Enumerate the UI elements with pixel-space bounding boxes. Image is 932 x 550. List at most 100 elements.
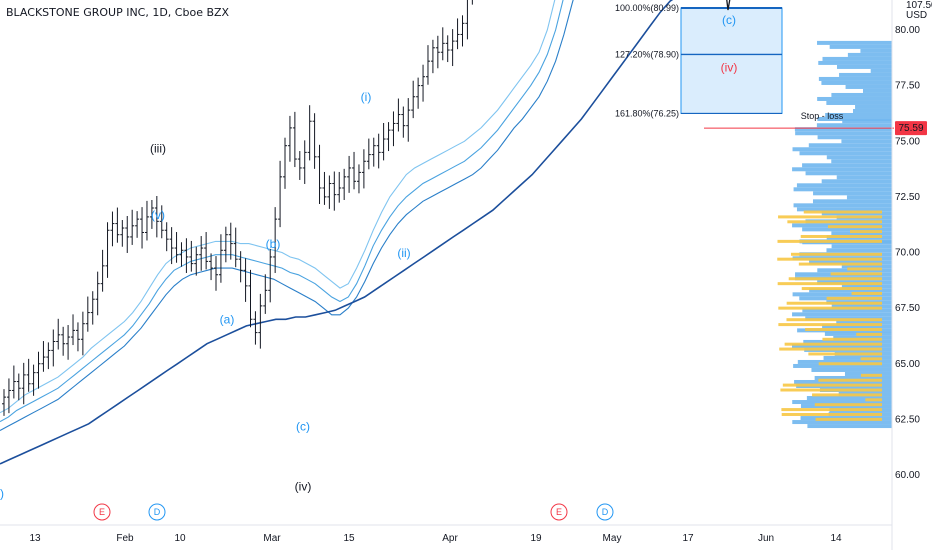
volume-profile-bar [792,292,892,297]
price-tick-label: 67.50 [895,303,920,314]
fib-level-label: 100.00%(80.99) [615,3,679,13]
event-marker-circle [550,503,568,521]
volume-profile-bar [822,337,882,341]
time-tick-label: Mar [263,533,281,544]
stop-loss-label: Stop - loss [801,111,844,121]
time-tick-label: 13 [29,533,41,544]
moving-average-line [0,0,674,465]
volume-profile-bar [788,277,882,281]
volume-profile-bar [821,80,892,85]
volume-profile-bar [847,52,892,57]
volume-profile-bar [802,163,892,168]
volume-profile-bar [792,400,892,405]
wave-label: (c) [722,13,736,27]
fib-level-label: 161.80%(76.25) [615,108,679,118]
volume-profile-bar [812,199,892,204]
time-tick-label: Apr [442,533,458,544]
volume-profile-bar [790,252,882,256]
volume-profile-bar [800,234,882,238]
volume-profile-bar [808,352,882,356]
volume-profile-bar [798,262,882,266]
volume-profile-bar [828,225,882,229]
time-tick-label: Jun [758,533,774,544]
volume-profile-bar [809,288,892,293]
volume-profile-bar [794,127,892,132]
volume-profile-bar [815,417,882,421]
volume-profile-bar [870,68,892,73]
event-marker-circle [93,503,111,521]
price-tick-label: 75.00 [895,136,920,147]
volume-profile-bar [796,207,892,212]
volume-profile-bar [826,155,892,160]
volume-profile-bar [797,359,892,364]
volume-profile-bar [851,291,882,295]
time-tick-label: 14 [830,533,842,544]
volume-profile-bar [802,308,892,313]
volume-profile-bar [799,151,892,156]
wave-label: (a) [220,313,235,327]
time-tick-label: Feb [116,533,134,544]
volume-profile-bar [794,379,892,384]
event-marker-circle [148,503,166,521]
volume-profile-bar [787,220,882,224]
stop-loss-price-badge: 75.59 [895,121,927,136]
volume-profile-bar [805,171,892,176]
event-marker: D [148,503,166,521]
volume-profile-bar [831,159,892,164]
volume-profile-bar [817,96,892,101]
volume-profile-bar [836,64,892,69]
volume-profile-bar [777,239,882,243]
volume-profile-bar [778,323,882,327]
volume-profile-bar [841,284,892,289]
volume-profile-bar [778,215,882,219]
volume-profile-bar [801,287,882,291]
volume-profile-bar [845,84,892,89]
volume-profile-bar [778,306,882,310]
volume-profile-bar [839,72,892,77]
volume-profile-bar [831,92,892,97]
volume-profile-bar [802,227,892,232]
fib-level-label: 127.20%(78.90) [615,49,679,59]
volume-profile-bar [836,175,892,180]
volume-profile-bar [796,183,892,188]
wave-label: (iii) [150,141,166,155]
volume-profile-bar [781,408,882,412]
volume-profile-bar [793,187,892,192]
volume-profile-bar [865,398,882,402]
volume-profile-bar [779,347,882,351]
volume-profile-bar [818,60,892,65]
volume-profile-bar [792,420,892,425]
wave-label: (v) [151,208,165,222]
volume-profile-bar [809,260,892,265]
volume-profile-bar [860,373,882,377]
volume-profile-bar [812,393,882,397]
time-tick-label: 15 [343,533,355,544]
volume-profile-bar [831,244,892,249]
wave-label: (i) [361,90,372,104]
price-tick-label: 80.00 [895,25,920,36]
volume-profile-bar [841,139,892,144]
volume-profile-bar [855,104,892,109]
price-tick-label: 70.00 [895,248,920,259]
volume-profile-bar [803,339,892,344]
wave-label: (ii) [397,246,410,260]
wave-label: (iv) [721,60,738,74]
volume-profile-bar [792,343,892,348]
volume-profile-bar [817,117,892,121]
volume-profile-bar [862,88,892,93]
volume-profile-bar [803,210,882,214]
volume-profile-bar [786,318,882,322]
volume-profile-bar [813,191,892,196]
stop-loss-badge-bg [895,121,927,136]
volume-profile-bar [817,40,892,45]
event-marker: D [596,503,614,521]
time-tick-label: May [603,533,622,544]
event-marker: E [550,503,568,521]
price-tick-label: 60.00 [895,470,920,481]
volume-profile-bar [842,119,892,124]
volume-profile-bar [823,355,892,360]
volume-profile-bar [821,179,892,184]
stop-loss-price-value: 75.59 [898,123,923,134]
volume-profile-bar [795,131,892,136]
